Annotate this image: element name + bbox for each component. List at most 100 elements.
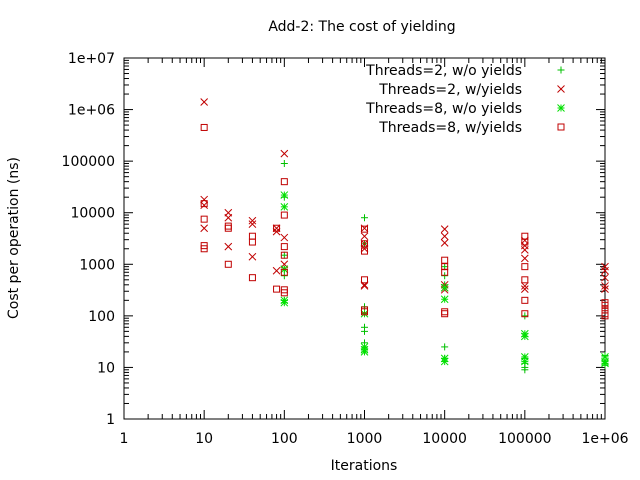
data-point — [273, 285, 281, 293]
data-points — [200, 98, 609, 374]
x-tick-label: 10000 — [422, 431, 467, 447]
y-tick-label: 100 — [88, 309, 115, 325]
data-point — [521, 263, 529, 271]
data-point — [280, 243, 288, 251]
y-tick-labels: 1 10 100 1000 10000 100000 1e+06 1e+07 — [62, 51, 116, 428]
data-point — [280, 202, 289, 211]
data-point — [224, 260, 232, 268]
data-point — [521, 366, 529, 374]
data-point — [521, 312, 529, 320]
y-tick-label: 1e+07 — [68, 51, 115, 67]
data-point — [248, 232, 256, 240]
data-point — [200, 195, 209, 204]
data-point — [361, 247, 368, 255]
series-1 — [280, 160, 609, 374]
y-tick-label: 100000 — [62, 154, 115, 170]
chart-title: Add-2: The cost of yielding — [268, 19, 455, 35]
data-point — [520, 357, 529, 366]
data-point — [440, 357, 449, 366]
legend: Threads=2, w/o yields Threads=2, w/yields… — [365, 63, 565, 136]
data-point — [272, 266, 281, 275]
x-tick-labels: 1 10 100 1000 10000 100000 1e+06 — [120, 431, 629, 447]
data-point — [200, 201, 209, 210]
data-point — [441, 256, 449, 264]
data-point — [248, 238, 256, 246]
data-point — [224, 213, 233, 222]
x-tick-label: 100 — [271, 431, 298, 447]
x-axis-label: Iterations — [331, 458, 398, 474]
data-point — [601, 282, 609, 290]
data-point — [361, 276, 368, 284]
legend-marker — [557, 123, 565, 131]
data-point — [520, 285, 529, 293]
data-point — [441, 343, 449, 351]
data-point — [520, 332, 529, 341]
series-3 — [280, 191, 609, 368]
series-2 — [200, 98, 609, 294]
data-point — [440, 239, 449, 247]
data-point — [361, 214, 368, 222]
legend-label: Threads=8, w/yields — [378, 120, 522, 136]
data-point — [440, 283, 449, 292]
data-point — [360, 348, 369, 356]
data-point — [280, 251, 288, 259]
data-point — [224, 242, 233, 251]
data-point — [200, 200, 208, 208]
y-axis-label: Cost per operation (ns) — [6, 157, 22, 319]
data-point — [441, 308, 449, 316]
legend-marker — [557, 104, 565, 112]
x-tick-label: 100000 — [498, 431, 551, 447]
plot-frame — [123, 57, 606, 420]
series-4 — [200, 123, 609, 320]
data-point — [224, 222, 232, 230]
y-tick-label: 10 — [97, 360, 115, 376]
x-tick-label: 10 — [195, 431, 213, 447]
data-point — [601, 301, 609, 309]
y-tick-label: 1000 — [79, 257, 115, 273]
data-point — [280, 233, 289, 242]
data-point — [520, 246, 529, 254]
data-point — [248, 252, 257, 261]
data-point — [200, 98, 209, 106]
legend-label: Threads=8, w/o yields — [365, 101, 522, 117]
y-tick-label: 1e+06 — [68, 103, 115, 119]
axis-ticks — [123, 57, 606, 420]
data-point — [361, 327, 368, 335]
data-point — [280, 251, 288, 259]
data-point — [520, 254, 529, 263]
x-tick-label: 1e+06 — [581, 431, 628, 447]
x-tick-label: 1 — [120, 431, 129, 447]
data-point — [361, 240, 368, 248]
data-point — [280, 211, 288, 219]
data-point — [361, 225, 368, 233]
data-point — [273, 224, 281, 232]
data-point — [360, 282, 369, 290]
legend-marker — [557, 85, 565, 93]
data-point — [601, 312, 609, 320]
data-point — [280, 289, 288, 297]
data-point — [280, 178, 288, 186]
data-point — [440, 225, 449, 234]
data-point — [248, 220, 257, 229]
data-point — [601, 266, 609, 275]
legend-label: Threads=2, w/yields — [378, 82, 522, 98]
data-point — [601, 273, 609, 282]
data-point — [441, 268, 449, 276]
data-point — [601, 285, 609, 293]
data-point — [440, 232, 449, 241]
data-point — [280, 268, 288, 276]
data-point — [200, 224, 209, 233]
data-point — [280, 160, 288, 168]
data-point — [440, 295, 449, 304]
data-point — [280, 149, 289, 158]
y-tick-label: 10000 — [70, 206, 115, 222]
data-point — [521, 238, 529, 246]
data-point — [248, 274, 256, 282]
y-tick-label: 1 — [106, 412, 115, 428]
data-point — [361, 308, 368, 316]
data-point — [521, 296, 529, 304]
data-point — [360, 309, 369, 318]
data-point — [601, 359, 609, 368]
data-point — [441, 310, 449, 318]
